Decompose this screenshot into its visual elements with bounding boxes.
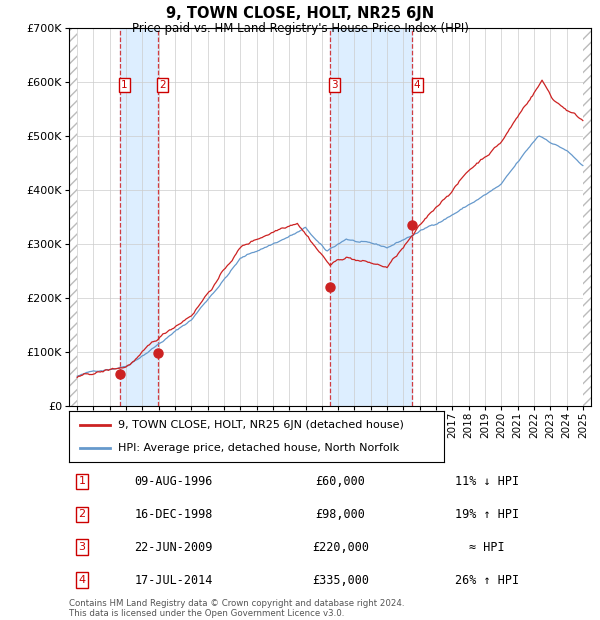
Text: Price paid vs. HM Land Registry's House Price Index (HPI): Price paid vs. HM Land Registry's House … — [131, 22, 469, 35]
Bar — [329, 28, 412, 406]
Text: 2: 2 — [79, 509, 86, 520]
Text: 11% ↓ HPI: 11% ↓ HPI — [455, 475, 518, 488]
Bar — [119, 28, 158, 406]
Text: 3: 3 — [79, 542, 86, 552]
Text: 1: 1 — [121, 79, 128, 90]
Text: 9, TOWN CLOSE, HOLT, NR25 6JN (detached house): 9, TOWN CLOSE, HOLT, NR25 6JN (detached … — [118, 420, 404, 430]
Text: 1: 1 — [79, 476, 86, 487]
Text: £98,000: £98,000 — [316, 508, 365, 521]
Text: 16-DEC-1998: 16-DEC-1998 — [134, 508, 212, 521]
Text: 4: 4 — [414, 79, 421, 90]
Text: £60,000: £60,000 — [316, 475, 365, 488]
Bar — [583, 28, 591, 406]
Bar — [69, 28, 77, 406]
Text: 19% ↑ HPI: 19% ↑ HPI — [455, 508, 518, 521]
Text: 17-JUL-2014: 17-JUL-2014 — [134, 574, 212, 587]
Text: ≈ HPI: ≈ HPI — [469, 541, 505, 554]
Text: 22-JUN-2009: 22-JUN-2009 — [134, 541, 212, 554]
Text: £220,000: £220,000 — [312, 541, 369, 554]
Text: 26% ↑ HPI: 26% ↑ HPI — [455, 574, 518, 587]
Text: 2: 2 — [160, 79, 166, 90]
Text: 3: 3 — [331, 79, 338, 90]
Text: 4: 4 — [79, 575, 86, 585]
Text: £335,000: £335,000 — [312, 574, 369, 587]
Text: 9, TOWN CLOSE, HOLT, NR25 6JN: 9, TOWN CLOSE, HOLT, NR25 6JN — [166, 6, 434, 21]
Text: 09-AUG-1996: 09-AUG-1996 — [134, 475, 212, 488]
Text: HPI: Average price, detached house, North Norfolk: HPI: Average price, detached house, Nort… — [118, 443, 399, 453]
Text: Contains HM Land Registry data © Crown copyright and database right 2024.
This d: Contains HM Land Registry data © Crown c… — [69, 599, 404, 618]
